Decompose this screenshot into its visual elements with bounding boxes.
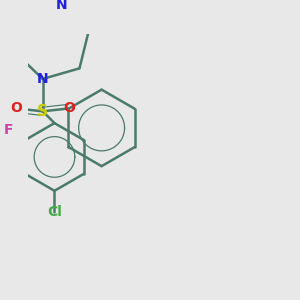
Text: O: O — [63, 101, 75, 116]
Text: S: S — [37, 104, 48, 119]
Text: N: N — [37, 72, 49, 86]
Text: F: F — [4, 124, 14, 137]
Text: O: O — [10, 101, 22, 116]
Text: N: N — [55, 0, 67, 12]
Text: Cl: Cl — [47, 205, 62, 219]
